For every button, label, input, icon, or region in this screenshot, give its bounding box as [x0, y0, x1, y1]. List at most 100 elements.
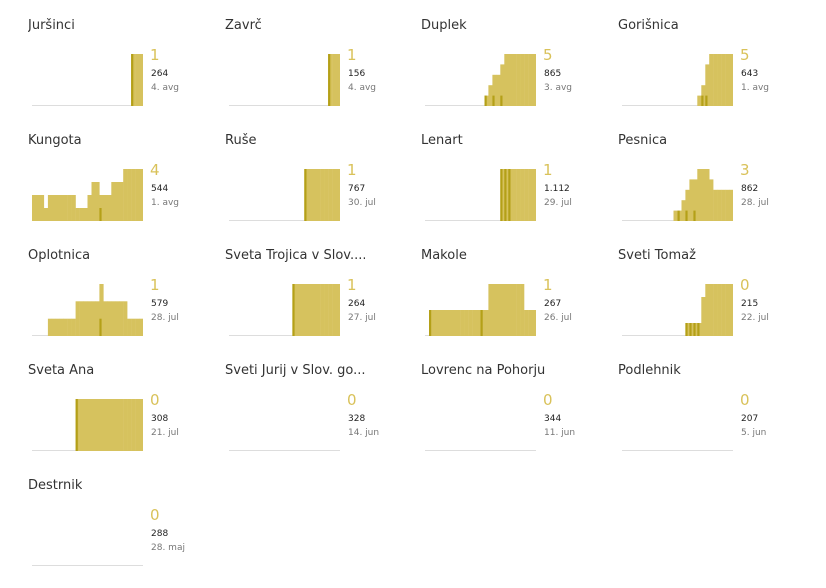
bar-total: [524, 54, 529, 106]
municipality-name: Juršinci: [28, 18, 75, 33]
bar-total: [717, 284, 722, 336]
active-cases-value: 5: [740, 46, 750, 64]
bar-total: [95, 399, 100, 451]
bar-total: [697, 169, 702, 221]
total-cases-value: 207: [741, 414, 759, 424]
bar-active: [677, 210, 680, 221]
total-cases-value: 865: [544, 69, 562, 79]
mini-bar-chart: [622, 450, 733, 451]
bar-total: [685, 189, 690, 221]
municipality-card[interactable]: Kungota 4 544 1. avg: [28, 133, 218, 243]
bar-total: [32, 195, 37, 221]
bar-total: [328, 169, 333, 221]
bar-total: [87, 195, 92, 221]
total-cases-value: 288: [151, 529, 169, 539]
bar-total: [79, 301, 84, 336]
bar-total: [119, 301, 124, 336]
municipality-card[interactable]: Duplek 5 865 3. avg: [421, 18, 611, 128]
bar-total: [488, 284, 493, 336]
bar-total: [95, 182, 100, 221]
bar-active: [697, 323, 700, 336]
municipality-card[interactable]: Juršinci 1 264 4. avg: [28, 18, 218, 128]
bar-total: [119, 399, 124, 451]
bar-active: [500, 169, 503, 221]
bar-active: [99, 318, 102, 336]
bar-total: [520, 284, 525, 336]
bar-total: [123, 399, 128, 451]
bar-total: [308, 169, 313, 221]
bar-total: [532, 310, 536, 336]
bar-total: [492, 284, 497, 336]
bar-total: [115, 399, 120, 451]
municipality-card[interactable]: Sveti Tomaž 0 215 22. jul: [618, 248, 808, 358]
bar-active: [705, 95, 708, 106]
bar-total: [693, 179, 698, 221]
municipality-card[interactable]: Sveta Ana 0 308 21. jul: [28, 363, 218, 473]
bar-total: [725, 189, 730, 221]
active-cases-value: 4: [150, 161, 160, 179]
bar-active: [484, 95, 487, 106]
bar-active: [492, 95, 495, 106]
bar-total: [713, 284, 718, 336]
municipality-card[interactable]: Lenart 1 1.112 29. jul: [421, 133, 611, 243]
bar-total: [516, 284, 521, 336]
bar-total: [99, 284, 104, 336]
bar-total: [725, 284, 730, 336]
mini-bar-chart: [229, 54, 340, 106]
bar-total: [55, 318, 60, 336]
bar-active: [99, 208, 102, 221]
bar-total: [83, 301, 88, 336]
bar-total: [673, 210, 678, 221]
municipality-card[interactable]: Oplotnica 1 579 28. jul: [28, 248, 218, 358]
bar-total: [91, 182, 96, 221]
municipality-card[interactable]: Sveta Trojica v Slov.... 1 264 27. jul: [225, 248, 415, 358]
active-cases-value: 0: [347, 391, 357, 409]
active-cases-value: 1: [543, 276, 553, 294]
last-case-date: 1. avg: [741, 83, 770, 93]
bar-total: [488, 85, 493, 106]
bar-total: [36, 195, 41, 221]
bar-total: [135, 399, 140, 451]
bar-total: [328, 284, 333, 336]
bar-total: [107, 195, 112, 221]
municipality-name: Lovrenc na Pohorju: [421, 363, 546, 378]
bar-total: [139, 54, 143, 106]
bar-total: [308, 284, 313, 336]
municipality-card[interactable]: Makole 1 267 26. jul: [421, 248, 611, 358]
bar-total: [115, 182, 120, 221]
bar-total: [500, 64, 505, 106]
municipality-card[interactable]: Sveti Jurij v Slov. go... 0 328 14. jun: [225, 363, 415, 473]
bar-total: [332, 284, 337, 336]
bar-total: [316, 169, 321, 221]
bar-total: [484, 310, 489, 336]
bar-total: [51, 195, 56, 221]
mini-bar-chart: [32, 169, 143, 221]
municipality-card[interactable]: Lovrenc na Pohorju 0 344 11. jun: [421, 363, 611, 473]
bar-total: [127, 169, 132, 221]
bar-total: [717, 54, 722, 106]
bar-total: [47, 318, 53, 336]
municipality-card[interactable]: Ruše 1 767 30. jul: [225, 133, 415, 243]
municipality-card[interactable]: Gorišnica 5 643 1. avg: [618, 18, 808, 128]
bar-total: [71, 195, 76, 221]
bar-total: [296, 284, 301, 336]
bar-total: [91, 399, 96, 451]
municipality-card[interactable]: Pesnica 3 862 28. jul: [618, 133, 808, 243]
mini-bar-chart: [622, 169, 733, 221]
municipality-card[interactable]: Destrnik 0 288 28. maj: [28, 478, 218, 588]
bar-total: [123, 301, 128, 336]
municipality-card[interactable]: Zavrč 1 156 4. avg: [225, 18, 415, 128]
active-cases-value: 1: [150, 46, 160, 64]
bar-total: [63, 195, 68, 221]
bar-total: [83, 399, 88, 451]
bar-total: [107, 399, 112, 451]
total-cases-value: 767: [348, 184, 366, 194]
bar-total: [336, 284, 340, 336]
last-case-date: 30. jul: [348, 198, 376, 208]
bar-total: [91, 301, 96, 336]
bar-total: [689, 179, 694, 221]
bar-active: [685, 323, 688, 336]
municipality-card[interactable]: Podlehnik 0 207 5. jun: [618, 363, 808, 473]
bar-total: [115, 301, 120, 336]
active-cases-value: 1: [347, 161, 357, 179]
